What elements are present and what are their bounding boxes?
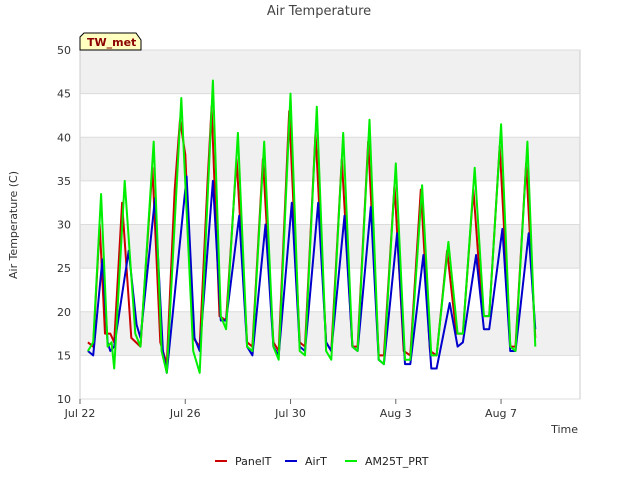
y-tick-label: 50 bbox=[57, 44, 71, 57]
y-tick-label: 25 bbox=[57, 262, 71, 275]
plot-band bbox=[80, 224, 580, 269]
x-tick-label: Jul 30 bbox=[274, 407, 306, 420]
x-axis-label: Time bbox=[550, 423, 578, 436]
x-tick-label: Aug 7 bbox=[485, 407, 517, 420]
legend-label: AirT bbox=[305, 455, 327, 468]
legend: PanelT AirT AM25T_PRT bbox=[215, 455, 429, 468]
y-tick-label: 10 bbox=[57, 393, 71, 406]
badge: TW_met bbox=[79, 32, 142, 51]
y-tick-label: 20 bbox=[57, 306, 71, 319]
x-tick-label: Aug 3 bbox=[380, 407, 412, 420]
y-tick-label: 40 bbox=[57, 131, 71, 144]
y-tick-label: 45 bbox=[57, 88, 71, 101]
badge-box bbox=[79, 32, 142, 51]
x-tick-label: Jul 26 bbox=[169, 407, 201, 420]
y-axis-label: Air Temperature (C) bbox=[7, 171, 20, 279]
y-tick-label: 30 bbox=[57, 219, 71, 232]
legend-label: AM25T_PRT bbox=[365, 455, 429, 468]
legend-label: PanelT bbox=[235, 455, 272, 468]
series-layer bbox=[87, 79, 537, 374]
y-tick-label: 35 bbox=[57, 175, 71, 188]
plot-band bbox=[80, 137, 580, 181]
chart-title: Air Temperature bbox=[267, 4, 371, 19]
series-line-am25t_prt bbox=[87, 79, 537, 374]
x-axis: Jul 22 Jul 26 Jul 30 Aug 3 Aug 7 bbox=[64, 399, 517, 420]
badge-label: TW_met bbox=[87, 36, 136, 49]
x-tick-label: Jul 22 bbox=[64, 407, 96, 420]
y-tick-label: 15 bbox=[57, 349, 71, 362]
y-axis: 10 15 20 25 30 35 40 45 50 bbox=[57, 44, 71, 406]
plot-band bbox=[80, 50, 580, 94]
